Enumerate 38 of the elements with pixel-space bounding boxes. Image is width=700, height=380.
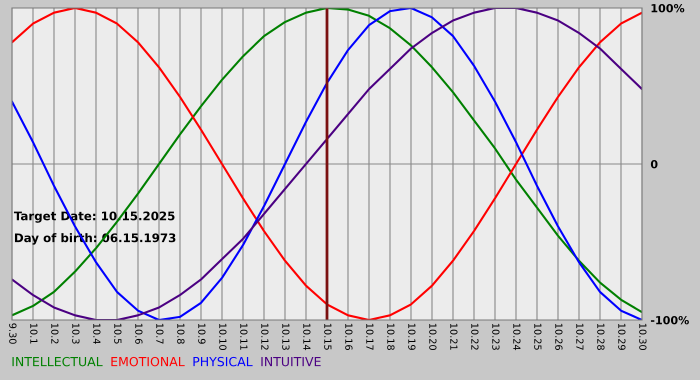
y-tick-label: -100%	[650, 316, 689, 324]
x-tick-label: 10.3	[72, 324, 80, 344]
x-tick-label: 9.30	[9, 323, 17, 344]
x-tick-label: 10.9	[198, 324, 206, 344]
x-tick-label: 10.20	[429, 324, 437, 350]
x-tick-label: 10.5	[114, 324, 122, 344]
x-tick-label: 10.16	[345, 324, 353, 350]
x-tick-label: 10.15	[324, 324, 332, 350]
x-tick-label: 10.18	[387, 324, 395, 350]
x-tick-label: 10.13	[282, 324, 290, 350]
x-tick-label: 10.27	[576, 324, 584, 350]
x-tick-label: 10.11	[240, 324, 248, 350]
text: INTELLECTUAL	[12, 356, 103, 366]
y-tick-label: 100%	[652, 4, 684, 12]
x-tick-label: 10.25	[534, 324, 542, 350]
x-tick-label: 10.30	[639, 324, 647, 350]
x-tick-label: 10.26	[555, 324, 563, 350]
x-tick-label: 10.7	[156, 324, 164, 344]
text: PHYSICAL	[193, 356, 253, 366]
x-tick-label: 10.28	[597, 324, 605, 350]
x-tick-label: 10.21	[450, 324, 458, 350]
x-tick-label: 10.24	[513, 324, 521, 350]
x-tick-label: 10.4	[93, 324, 101, 344]
x-tick-label: 10.22	[471, 324, 479, 350]
x-tick-label: 10.29	[618, 324, 626, 350]
y-tick-label: 0	[650, 160, 658, 168]
text: INTUITIVE	[261, 357, 321, 366]
x-tick-label: 10.10	[219, 324, 227, 350]
x-tick-label: 10.23	[492, 324, 500, 350]
x-tick-label: 10.17	[366, 324, 374, 350]
x-tick-label: 10.6	[135, 324, 143, 344]
text: EMOTIONAL	[111, 356, 185, 366]
x-tick-label: 10.8	[177, 324, 185, 344]
x-tick-label: 10.12	[261, 324, 269, 350]
x-tick-label: 10.1	[30, 324, 38, 344]
x-tick-label: 10.19	[408, 324, 416, 350]
x-tick-label: 10.14	[303, 324, 311, 350]
x-tick-label: 10.2	[51, 324, 59, 344]
